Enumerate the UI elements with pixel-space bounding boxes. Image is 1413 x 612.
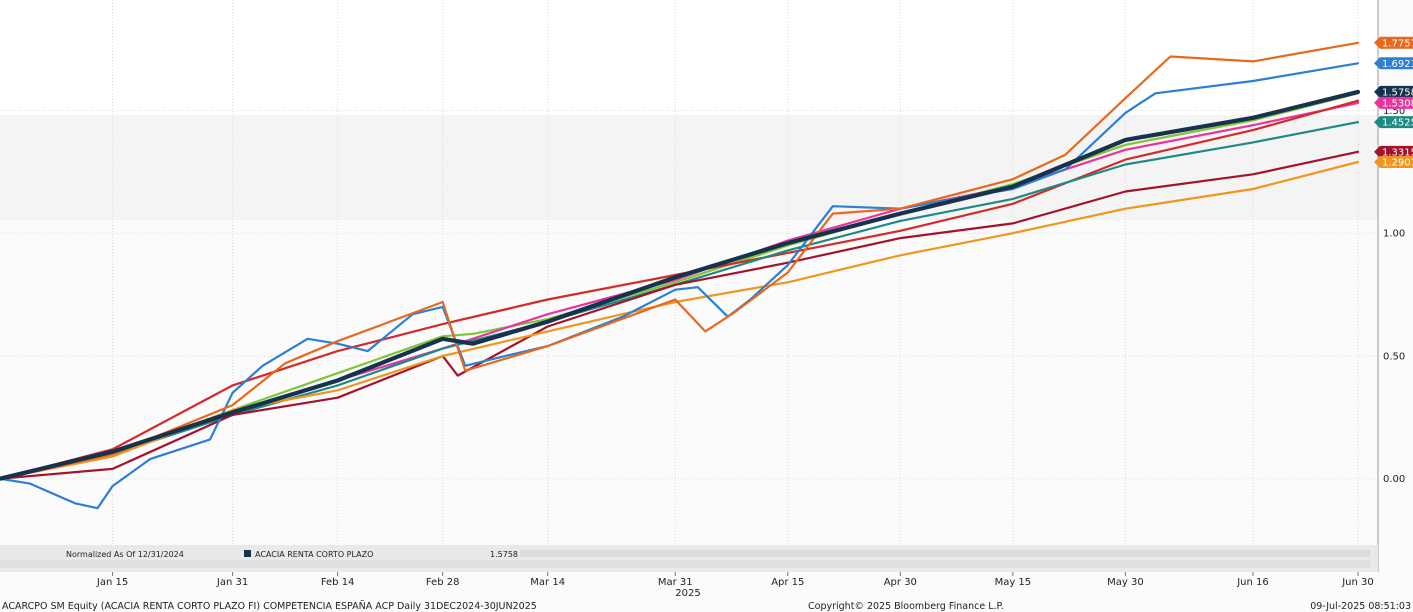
legend-note: Normalized As Of 12/31/2024 [66, 550, 184, 559]
x-tick-label: Feb 14 [321, 577, 355, 588]
y-tick-labels: 0.00 0.50 1.00 1.50 [1383, 106, 1405, 485]
last-value-tag [1374, 36, 1413, 49]
legend-value-main: 1.5758 [490, 550, 518, 559]
last-value-tag [1374, 116, 1413, 129]
series-line [0, 41, 1360, 480]
series-line [0, 89, 1361, 481]
series-line [0, 160, 1360, 480]
legend-swatch-main [244, 550, 251, 557]
x-tick-labels: Jan 15 Jan 31 Feb 14 Feb 28 Mar 14 Mar 31 Apr … [96, 572, 1374, 588]
footer-center: Copyright© 2025 Bloomberg Finance L.P. [808, 601, 1004, 612]
last-value-label: 1.3315 [1382, 147, 1413, 158]
x-tick-label: May 30 [1107, 577, 1144, 588]
x-tick-label: Jan 15 [96, 577, 128, 588]
x-tick-label: May 15 [995, 577, 1032, 588]
legend-strip: Normalized As Of 12/31/2024 ACACIA RENTA… [0, 545, 1378, 572]
series-layer [0, 41, 1361, 510]
last-value-label: 1.4525 [1382, 118, 1413, 129]
last-value-tag [1374, 85, 1413, 98]
legend-blur-row2 [0, 560, 1370, 568]
y-tick-label: 0.50 [1383, 351, 1405, 362]
last-value-label: 1.5758 [1382, 87, 1413, 98]
last-value-label: 1.5308 [1382, 98, 1413, 109]
last-value-tag [1374, 156, 1413, 169]
last-value-tag [1374, 145, 1413, 158]
series-line [0, 99, 1360, 480]
x-year-label: 2025 [675, 588, 700, 599]
y-tick-label: 1.00 [1383, 229, 1405, 240]
y-tick-label: 0.00 [1383, 474, 1405, 485]
footer-left: ACARCPO SM Equity (ACACIA RENTA CORTO PL… [2, 601, 537, 612]
series-line [0, 150, 1360, 480]
footer-right: 09-Jul-2025 08:51:03 [1310, 601, 1411, 612]
last-value-tag [1374, 57, 1413, 70]
x-tick-label: Mar 14 [530, 577, 565, 588]
x-tick-label: Mar 31 [658, 577, 693, 588]
plot-band-noise [0, 115, 1378, 220]
x-tick-label: Jun 16 [1236, 577, 1269, 588]
x-tick-label: Apr 30 [884, 577, 917, 588]
y-tick-label: 1.50 [1383, 106, 1405, 117]
last-value-label: 1.7757 [1382, 38, 1413, 49]
x-tick-label: Jan 31 [216, 577, 248, 588]
legend-label-main: ACACIA RENTA CORTO PLAZO [255, 550, 373, 559]
legend-blur-row1 [520, 550, 1370, 557]
plot-band-top [0, 0, 1378, 115]
x-tick-label: Jun 30 [1341, 577, 1374, 588]
last-value-tag [1374, 96, 1413, 109]
x-tick-label: Apr 15 [771, 577, 804, 588]
last-value-label: 1.6923 [1382, 59, 1413, 70]
x-tick-label: Feb 28 [426, 577, 460, 588]
